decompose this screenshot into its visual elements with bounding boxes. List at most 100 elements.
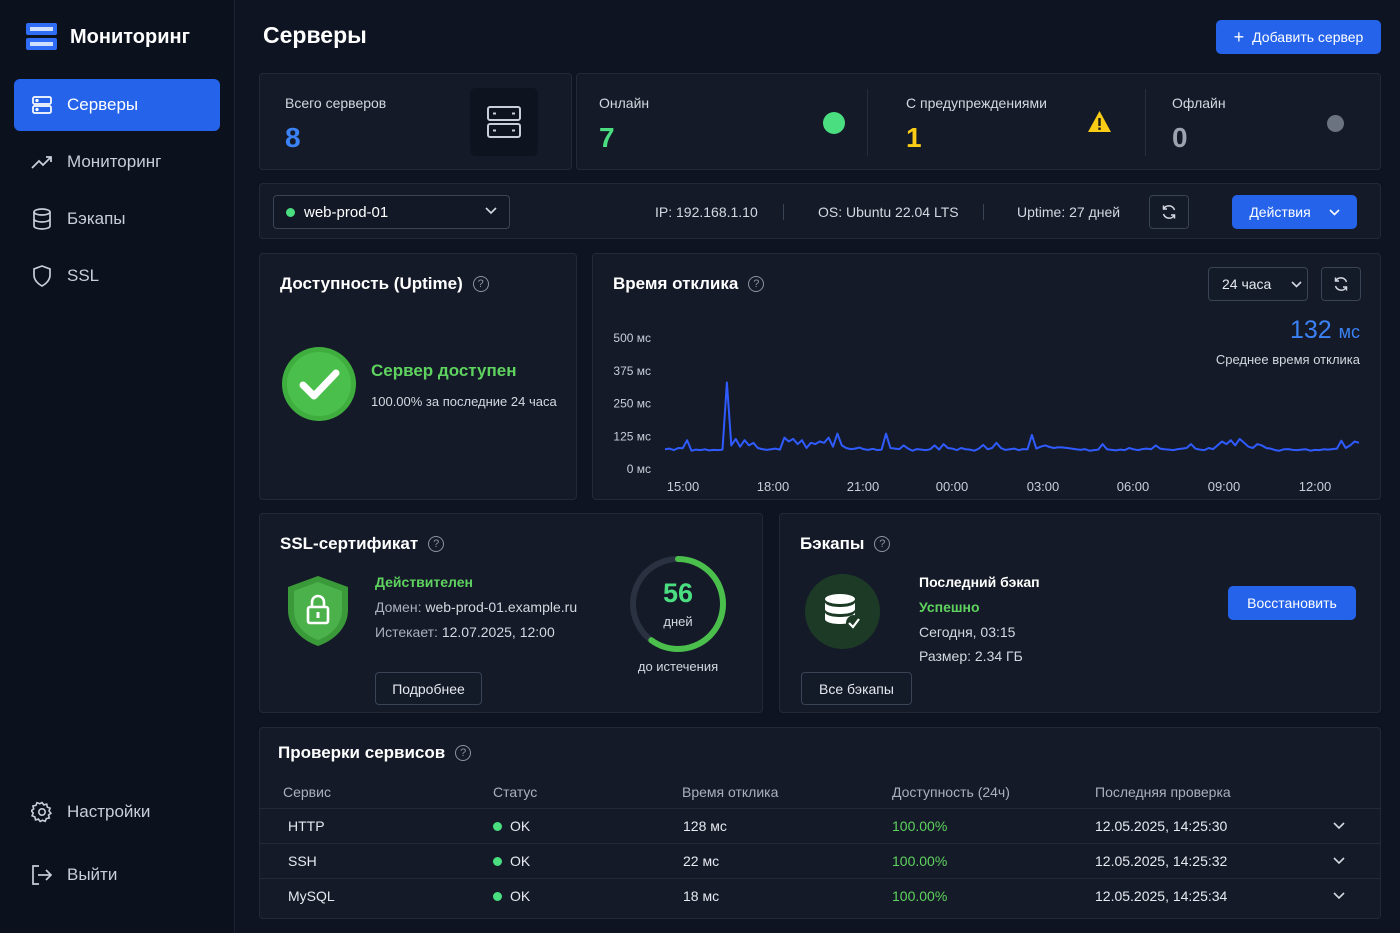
chevron-down-icon: [1329, 208, 1340, 216]
gear-icon: [31, 801, 53, 823]
server-stack-icon: [470, 88, 538, 156]
chevron-down-icon[interactable]: [1333, 857, 1345, 865]
sidebar-item-ssl[interactable]: SSL: [14, 250, 220, 302]
sidebar-item-label: Серверы: [67, 95, 139, 114]
availability-status: Сервер доступен: [371, 361, 517, 380]
ssl-days-gauge: 56 дней: [628, 554, 728, 654]
checks-title-row: Проверки сервисов ?: [278, 743, 472, 763]
sidebar-item-label: Настройки: [67, 802, 151, 821]
refresh-chart-button[interactable]: [1321, 267, 1361, 301]
all-backups-button[interactable]: Все бэкапы: [801, 672, 912, 705]
chevron-down-icon: [1291, 280, 1302, 288]
backups-title: Бэкапы: [800, 534, 865, 553]
service-name: SSH: [288, 853, 317, 869]
sidebar-item-servers[interactable]: Серверы: [14, 79, 220, 131]
plus-icon: +: [1233, 27, 1245, 47]
status-text: OK: [510, 888, 531, 904]
x-tick-label: 09:00: [1208, 479, 1241, 494]
chevron-down-icon[interactable]: [1333, 892, 1345, 900]
sidebar-item-label: SSL: [67, 266, 100, 285]
shield-icon: [31, 265, 53, 287]
actions-button[interactable]: Действия: [1232, 195, 1357, 229]
column-header: Последняя проверка: [1095, 784, 1231, 800]
sidebar-item-label: Мониторинг: [67, 152, 162, 171]
column-header: Статус: [493, 784, 538, 800]
all-backups-label: Все бэкапы: [819, 680, 894, 697]
response-time-line: [664, 381, 1360, 452]
x-tick-label: 18:00: [757, 479, 790, 494]
restore-label: Восстановить: [1247, 595, 1337, 611]
status-dot-icon: [493, 857, 502, 866]
chevron-down-icon[interactable]: [1333, 822, 1345, 830]
service-last-check: 12.05.2025, 14:25:30: [1095, 818, 1228, 834]
shield-lock-icon: [286, 574, 350, 648]
stat-offline-value: 0: [1172, 122, 1188, 153]
service-availability: 100.00%: [892, 888, 948, 904]
help-icon[interactable]: ?: [428, 536, 445, 552]
service-status: OK: [493, 853, 530, 869]
service-availability: 100.00%: [892, 853, 948, 869]
service-name: MySQL: [288, 888, 335, 904]
refresh-icon: [1161, 204, 1177, 220]
sidebar-item-backups[interactable]: Бэкапы: [14, 193, 220, 245]
status-dot-icon: [493, 892, 502, 901]
backup-time: Сегодня, 03:15: [919, 624, 1016, 640]
avg-response-label: Среднее время отклика: [1215, 352, 1360, 367]
stat-warnings-value: 1: [906, 122, 922, 153]
y-tick-label: 0 мс: [627, 462, 651, 476]
table-row[interactable]: MySQL OK 18 мс 100.00% 12.05.2025, 14:25…: [260, 878, 1380, 913]
ssl-domain: web-prod-01.example.ru: [425, 599, 578, 615]
backup-last-title: Последний бэкап: [919, 574, 1040, 590]
period-select[interactable]: 24 часа: [1208, 267, 1308, 301]
help-icon[interactable]: ?: [455, 745, 472, 761]
stat-total-label: Всего серверов: [285, 95, 387, 111]
ssl-details-button[interactable]: Подробнее: [375, 672, 482, 705]
app-logo[interactable]: Мониторинг: [25, 22, 190, 52]
server-uptime: Uptime: 27 дней: [1017, 204, 1121, 220]
sidebar-item-label: Выйти: [67, 865, 118, 884]
trend-icon: [31, 151, 53, 173]
ssl-details-label: Подробнее: [392, 680, 465, 697]
column-header: Сервис: [283, 784, 331, 800]
stat-online-value: 7: [599, 122, 615, 153]
ssl-status: Действителен: [375, 574, 473, 590]
ssl-domain-label: Домен:: [375, 599, 422, 615]
x-tick-label: 00:00: [936, 479, 969, 494]
server-select[interactable]: web-prod-01: [273, 195, 510, 229]
service-status: OK: [493, 818, 530, 834]
server-info-bar: web-prod-01 IP: 192.168.1.10 OS: Ubuntu …: [259, 183, 1381, 239]
response-time-card: Время отклика ? 24 часа 132 мс Среднее в…: [592, 253, 1381, 500]
service-last-check: 12.05.2025, 14:25:34: [1095, 888, 1228, 904]
help-icon[interactable]: ?: [748, 276, 765, 292]
stat-online-label: Онлайн: [599, 95, 650, 111]
sidebar-item-logout[interactable]: Выйти: [14, 849, 220, 901]
backup-status: Успешно: [919, 599, 980, 615]
ssl-title-row: SSL-сертификат ?: [280, 534, 445, 554]
help-icon[interactable]: ?: [874, 536, 891, 552]
stat-warnings-label: С предупреждениями: [906, 95, 1047, 111]
availability-detail: 100.00% за последние 24 часа: [371, 394, 557, 409]
warning-icon: [1087, 110, 1112, 133]
checks-title: Проверки сервисов: [278, 743, 446, 762]
stat-total-card: Всего серверов 8: [259, 73, 572, 170]
table-row[interactable]: HTTP OK 128 мс 100.00% 12.05.2025, 14:25…: [260, 808, 1380, 843]
refresh-server-button[interactable]: [1149, 195, 1189, 229]
sidebar-item-monitoring[interactable]: Мониторинг: [14, 136, 220, 188]
sidebar-item-settings[interactable]: Настройки: [14, 786, 220, 838]
ssl-days-value: 56: [662, 578, 694, 608]
stat-status-card: Онлайн 7 С предупреждениями 1 Офлайн 0: [576, 73, 1381, 170]
help-icon[interactable]: ?: [472, 276, 489, 292]
availability-title: Доступность (Uptime): [280, 274, 463, 293]
status-dot-icon: [286, 207, 295, 217]
availability-card: Доступность (Uptime) ? Сервер доступен 1…: [259, 253, 577, 500]
check-circle-icon: [281, 346, 357, 422]
stat-total-value: 8: [285, 122, 301, 153]
ssl-expires-label: Истекает:: [375, 624, 438, 640]
table-row[interactable]: SSH OK 22 мс 100.00% 12.05.2025, 14:25:3…: [260, 843, 1380, 878]
y-tick-label: 250 мс: [613, 397, 651, 411]
add-server-button[interactable]: + Добавить сервер: [1216, 20, 1381, 54]
server-os: OS: Ubuntu 22.04 LTS: [818, 204, 959, 220]
restore-button[interactable]: Восстановить: [1228, 586, 1356, 620]
x-tick-label: 06:00: [1117, 479, 1150, 494]
x-tick-label: 03:00: [1027, 479, 1060, 494]
